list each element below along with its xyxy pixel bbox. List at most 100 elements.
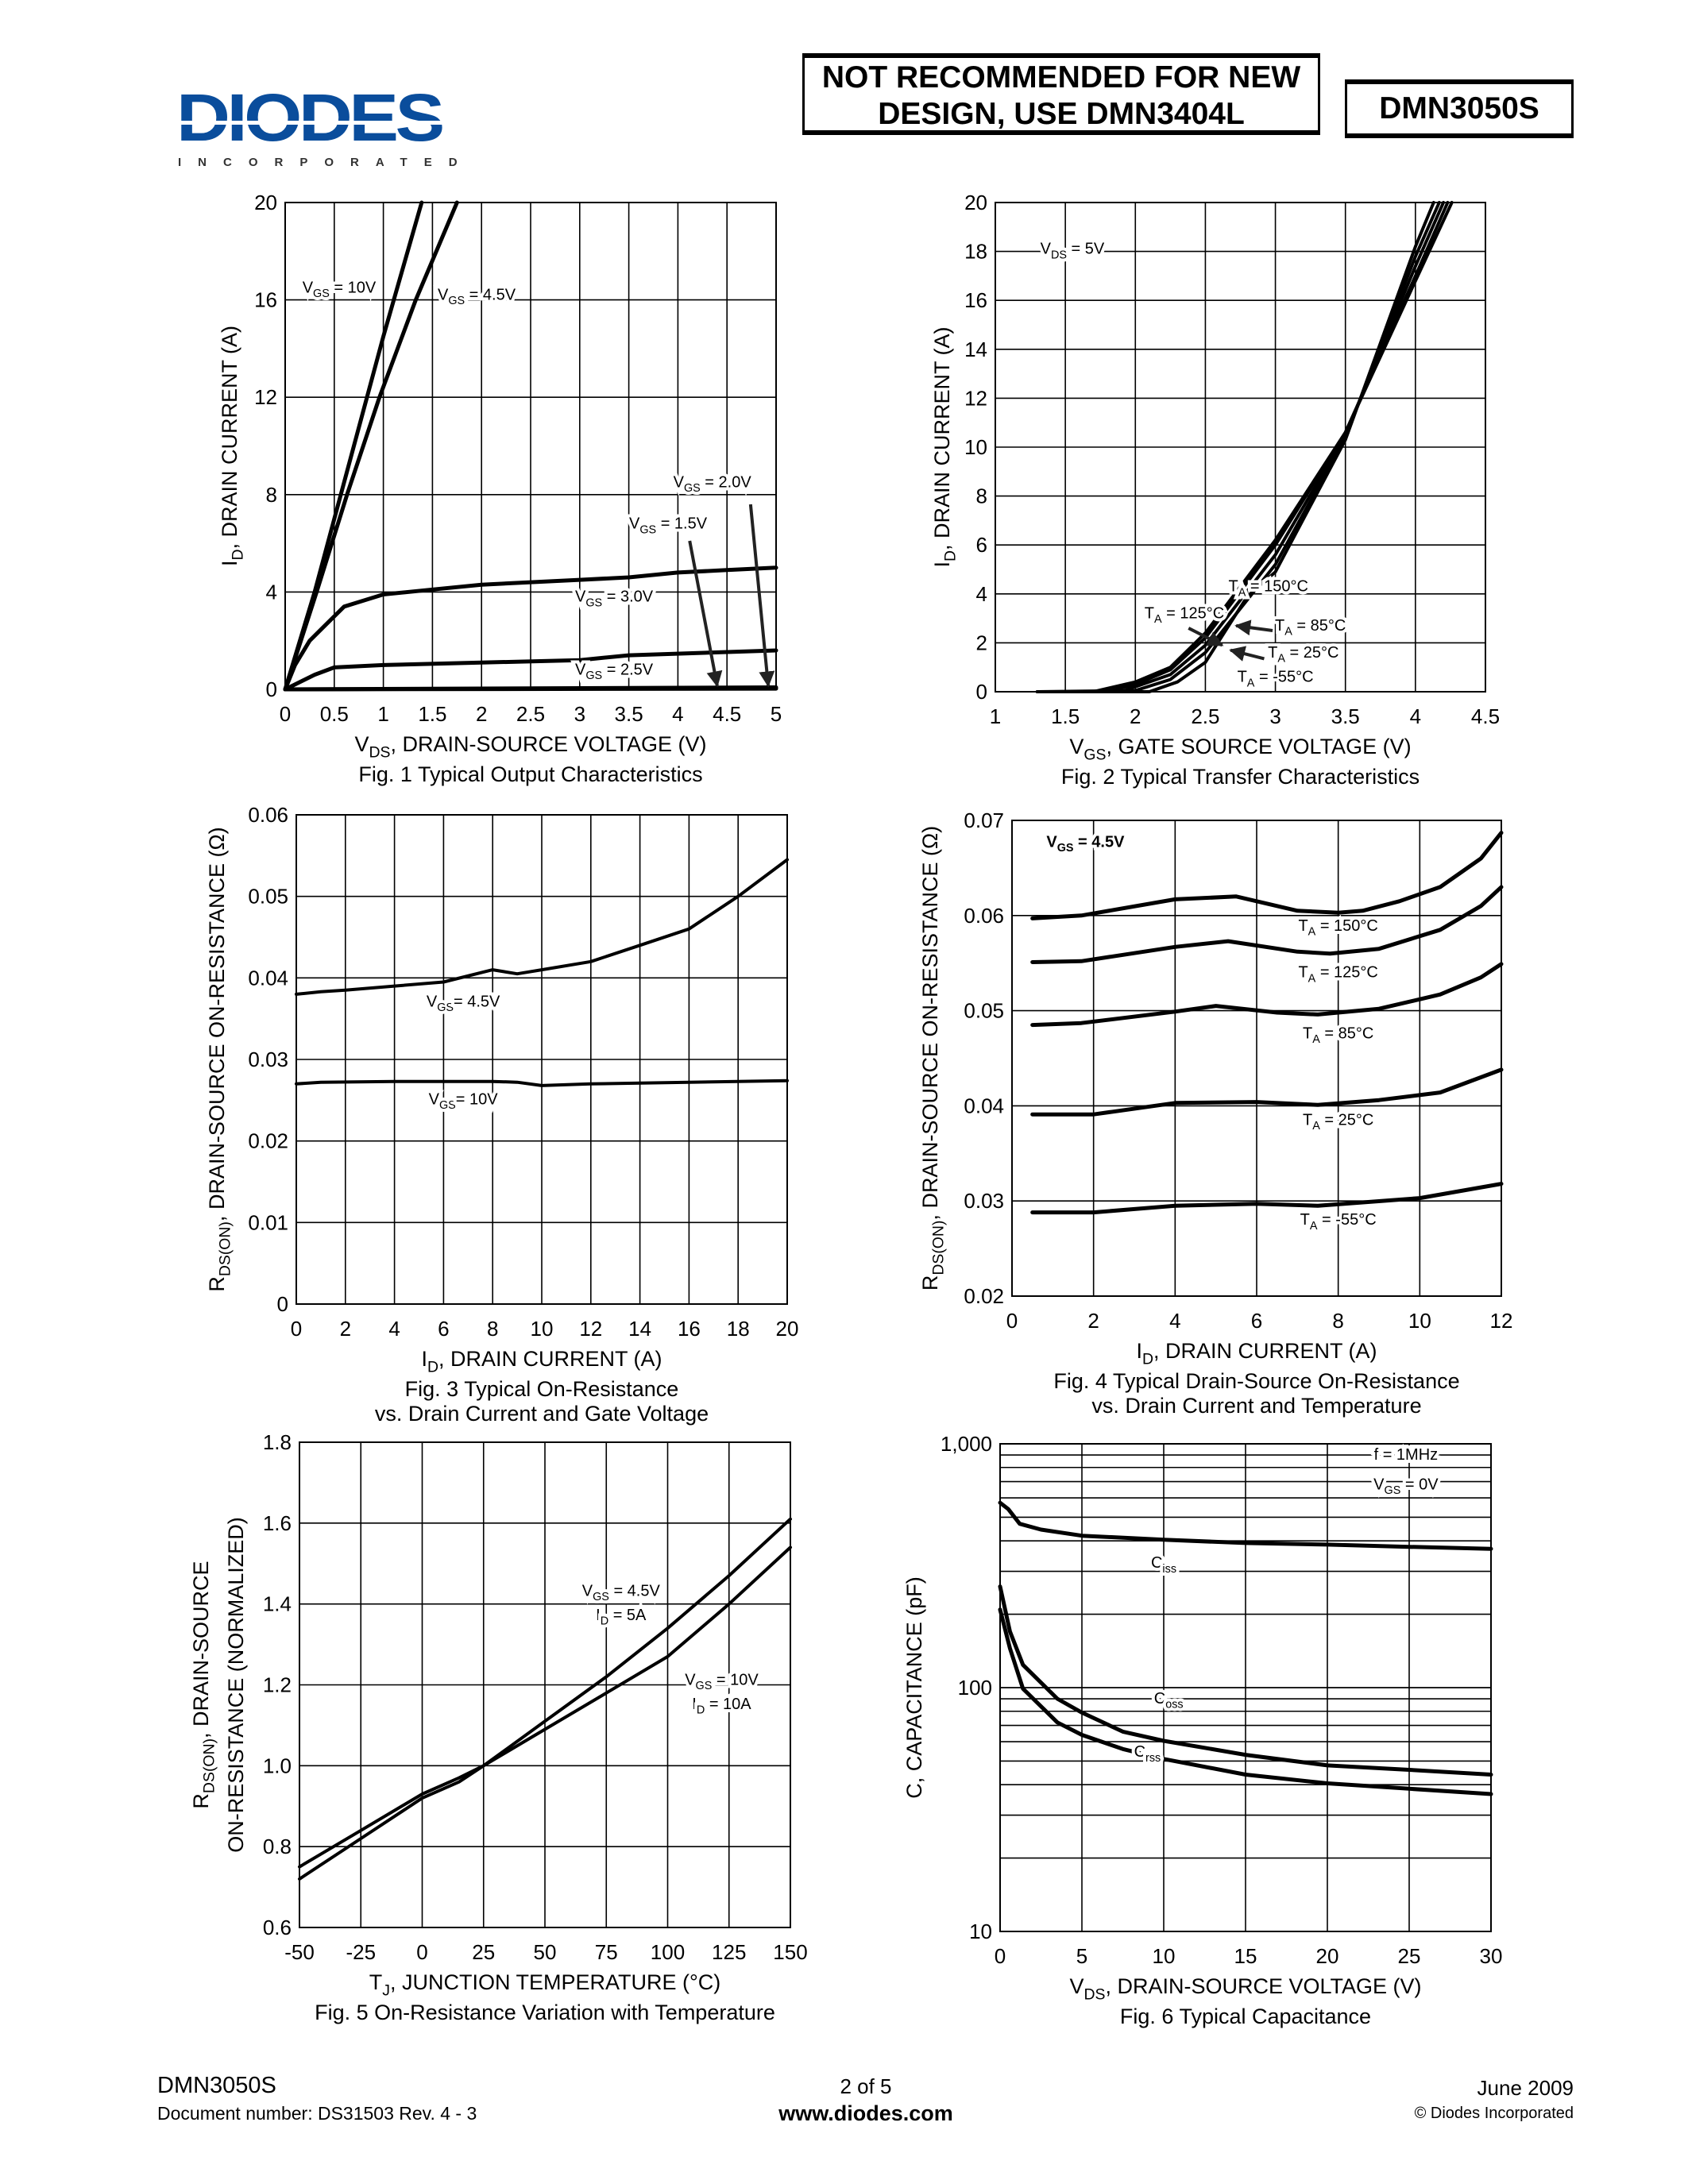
x-axis-label-base: I bbox=[1136, 1339, 1142, 1363]
x-axis-label: VDS, DRAIN-SOURCE VOLTAGE (V) bbox=[1069, 1974, 1421, 2004]
annotation-label-tail: = 3.0V bbox=[602, 588, 654, 606]
annotation-label: ID = 10A bbox=[692, 1696, 751, 1717]
x-axis-label-base: V bbox=[1069, 1974, 1083, 1998]
figure-caption: Fig. 6 Typical Capacitance bbox=[1120, 2005, 1371, 2028]
annotation-label-tail: = 4.5V bbox=[1074, 834, 1126, 851]
y-tick-label: 0.03 bbox=[248, 1048, 288, 1071]
x-tick-label: 5 bbox=[1076, 1944, 1087, 1968]
plot-frame bbox=[999, 1443, 1492, 1932]
y-axis-label-tail: ON-RESISTANCE (NORMALIZED) bbox=[224, 1517, 248, 1853]
not-recommended-notice: NOT RECOMMENDED FOR NEW DESIGN, USE DMN3… bbox=[802, 53, 1320, 135]
y-tick-label: 1.4 bbox=[263, 1592, 292, 1616]
y-tick-label: 8 bbox=[976, 484, 987, 508]
annotation-label-tail: f = 1MHz bbox=[1374, 1446, 1439, 1464]
x-tick-label: 3.5 bbox=[615, 702, 643, 726]
annotation-label-base: V bbox=[438, 287, 449, 304]
x-axis-label-sub: J bbox=[382, 1982, 390, 2000]
y-tick-label: 0 bbox=[976, 680, 987, 704]
x-axis-label: VGS, GATE SOURCE VOLTAGE (V) bbox=[1069, 735, 1411, 764]
series-line-5 bbox=[1030, 1182, 1504, 1215]
annotation-label-tail: = 150°C bbox=[1246, 578, 1308, 596]
x-tick-label: 2 bbox=[1130, 704, 1141, 728]
figure-5: -50 -25 0 25 50 75 100 125 150 0.6 0.8 1.0 1.2 1.4 1.6… bbox=[189, 1430, 808, 2024]
figure-caption: Fig. 1 Typical Output Characteristics bbox=[358, 762, 702, 786]
x-axis-label-tail: , DRAIN CURRENT (A) bbox=[1153, 1339, 1377, 1363]
annotation-label-sub: A bbox=[1312, 1033, 1320, 1046]
annotation-label-sub: GS bbox=[448, 295, 465, 307]
annotation-label-sub: A bbox=[1308, 972, 1316, 985]
x-axis-label-sub: GS bbox=[1083, 747, 1106, 764]
annotation-label-tail: = 2.5V bbox=[602, 662, 654, 679]
y-tick-label: 20 bbox=[254, 191, 277, 214]
annotation-label: VGS = 10V bbox=[303, 279, 377, 300]
y-tick-label: 0.05 bbox=[964, 999, 1004, 1023]
y-axis-label-base: R bbox=[918, 1275, 942, 1291]
y-tick-label: 0.02 bbox=[964, 1284, 1004, 1308]
annotation-label: VGS= 4.5V bbox=[427, 993, 500, 1014]
x-tick-label: 50 bbox=[534, 1940, 557, 1964]
annotation-label-tail: = 10V bbox=[712, 1672, 759, 1689]
footer-website-link[interactable]: www.diodes.com bbox=[778, 2101, 953, 2125]
annotation-label-sub: GS bbox=[684, 482, 701, 495]
x-axis-label-base: V bbox=[1069, 735, 1083, 758]
annotation-label: VDS = 5V bbox=[1041, 241, 1105, 262]
x-tick-label: 5 bbox=[771, 702, 782, 726]
annotation-label: TA = 85°C bbox=[1303, 1024, 1373, 1046]
annotation-label: Crss bbox=[1134, 1743, 1161, 1765]
annotation-label: TA = 150°C bbox=[1229, 578, 1308, 600]
annotation-arrow bbox=[1234, 619, 1273, 636]
annotation-label-base: V bbox=[427, 993, 438, 1010]
figure-4: 0 2 4 6 8 10 12 0.02 0.03 0.04 0.05 0.06 0.07 VGS = 4… bbox=[918, 808, 1512, 1418]
x-tick-label: 2.5 bbox=[1191, 704, 1219, 728]
diodes-logo: DIODES INCORPORATED bbox=[176, 84, 478, 173]
series-line-2 bbox=[295, 1078, 789, 1087]
series-line-5 bbox=[1035, 201, 1435, 693]
annotation-label-sub: A bbox=[1238, 586, 1246, 599]
x-tick-label: 1 bbox=[990, 704, 1001, 728]
annotation-label-base: T bbox=[1300, 1211, 1310, 1229]
y-tick-label: 10 bbox=[964, 435, 987, 459]
y-tick-label: 12 bbox=[964, 386, 987, 410]
x-tick-label: 16 bbox=[678, 1317, 701, 1341]
annotation-label-sub: iss bbox=[1162, 1563, 1176, 1576]
y-axis-label-sub: D bbox=[942, 550, 960, 561]
annotation-label-sub: GS bbox=[313, 287, 330, 300]
y-axis-label-sub: DS(ON) bbox=[217, 1221, 234, 1276]
annotation-label-sub: rss bbox=[1145, 1752, 1161, 1765]
annotation-label: f = 1MHz bbox=[1374, 1446, 1439, 1464]
x-axis-label: VDS, DRAIN-SOURCE VOLTAGE (V) bbox=[354, 732, 706, 762]
notice-line-2: DESIGN, USE DMN3404L bbox=[878, 97, 1245, 131]
x-axis-label-sub: DS bbox=[1083, 1986, 1105, 2004]
x-tick-label: 6 bbox=[438, 1317, 449, 1341]
x-tick-label: 75 bbox=[595, 1940, 618, 1964]
x-axis-label: ID, DRAIN CURRENT (A) bbox=[1136, 1339, 1377, 1368]
y-axis-label: RDS(ON), DRAIN-SOURCE bbox=[189, 1561, 218, 1808]
x-tick-label: 0.5 bbox=[320, 702, 349, 726]
y-tick-label: 10 bbox=[969, 1920, 992, 1943]
x-tick-label: 100 bbox=[651, 1940, 685, 1964]
x-tick-label: 25 bbox=[472, 1940, 495, 1964]
y-tick-label: 0.04 bbox=[248, 966, 288, 990]
annotation-label: TA = -55°C bbox=[1300, 1211, 1377, 1233]
footer-document-number: Document number: DS31503 Rev. 4 - 3 bbox=[157, 2103, 477, 2124]
annotation-label-base: V bbox=[575, 662, 586, 679]
annotation-label-tail: = -55°C bbox=[1254, 669, 1313, 686]
y-axis-label: RDS(ON), DRAIN-SOURCE ON-RESISTANCE (Ω) bbox=[205, 827, 234, 1291]
x-axis-label: ID, DRAIN CURRENT (A) bbox=[421, 1347, 662, 1376]
part-number-box: DMN3050S bbox=[1345, 79, 1574, 138]
annotation-label-sub: GS bbox=[585, 596, 602, 609]
plot-frame bbox=[995, 202, 1486, 693]
annotation-arrow bbox=[748, 504, 775, 688]
annotation-label: VGS = 2.5V bbox=[575, 662, 654, 683]
annotation-label-base: T bbox=[1238, 669, 1247, 686]
y-tick-label: 14 bbox=[964, 338, 987, 361]
x-tick-label: 4.5 bbox=[1471, 704, 1500, 728]
annotation-label-tail: = 2.0V bbox=[701, 474, 752, 492]
annotation-label-base: T bbox=[1303, 1024, 1312, 1042]
y-tick-label: 2 bbox=[976, 631, 987, 654]
annotation-label-tail: = 5V bbox=[1067, 241, 1105, 258]
y-axis-label: ID, DRAIN CURRENT (A) bbox=[930, 326, 960, 567]
